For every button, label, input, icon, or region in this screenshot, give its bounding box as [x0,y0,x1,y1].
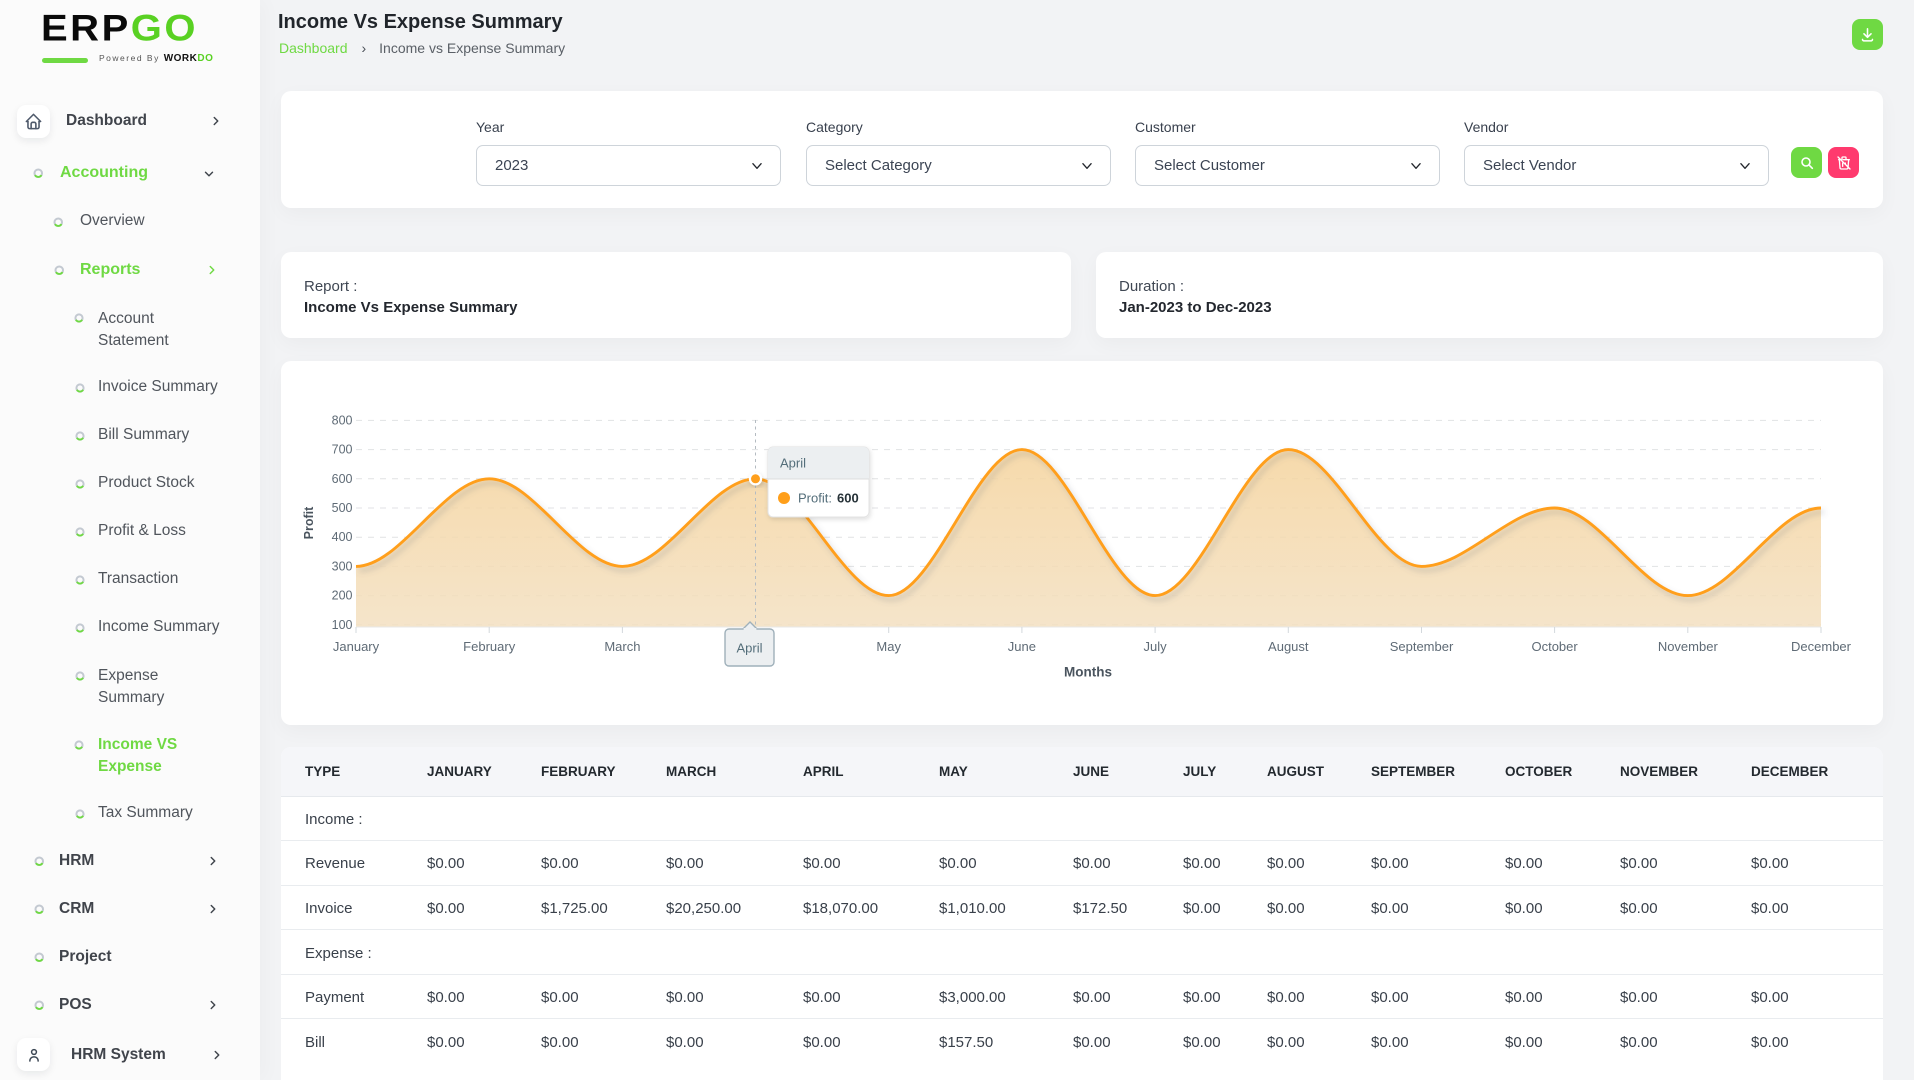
svg-text:300: 300 [332,559,353,573]
svg-text:September: September [1390,639,1454,654]
svg-text:700: 700 [332,443,353,457]
svg-text:January: January [333,639,380,654]
svg-text:August: August [1268,639,1309,654]
svg-text:February: February [463,639,516,654]
svg-text:200: 200 [332,589,353,603]
svg-text:800: 800 [332,413,353,427]
svg-text:June: June [1008,639,1036,654]
svg-text:March: March [604,639,640,654]
svg-text:Profit: Profit [302,506,316,539]
svg-text:Profit:: Profit: [798,491,832,506]
svg-text:600: 600 [332,472,353,486]
svg-text:December: December [1791,639,1852,654]
svg-text:400: 400 [332,530,353,544]
svg-text:April: April [780,456,806,471]
svg-text:Months: Months [1064,665,1112,680]
svg-text:October: October [1531,639,1578,654]
svg-text:April: April [736,641,762,656]
svg-text:600: 600 [837,491,859,506]
svg-text:November: November [1658,639,1719,654]
svg-text:500: 500 [332,501,353,515]
svg-text:May: May [876,639,901,654]
svg-text:100: 100 [332,618,353,632]
svg-text:July: July [1144,639,1168,654]
